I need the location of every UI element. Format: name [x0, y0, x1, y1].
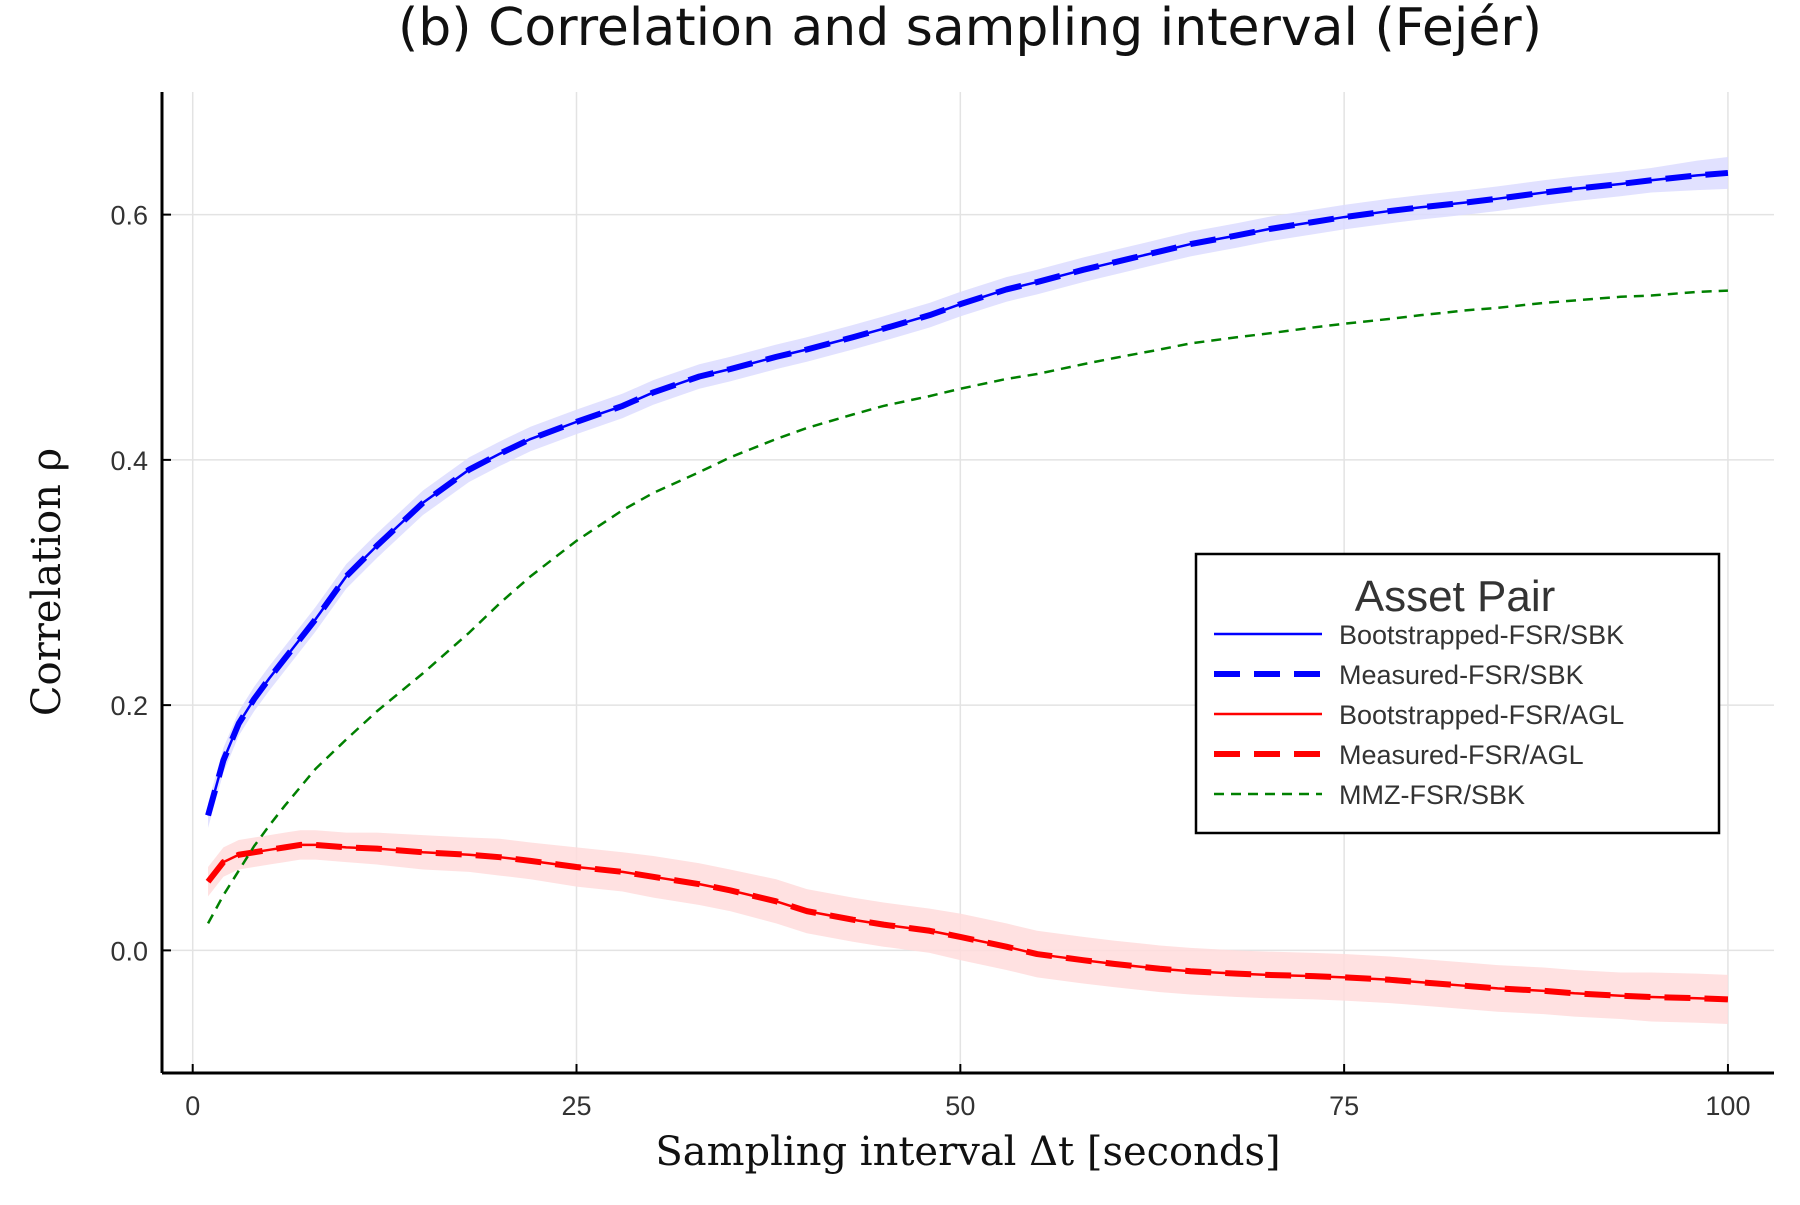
legend-entry-1: Measured-FSR/SBK [1339, 660, 1584, 690]
y-ticks: 0.0 0.2 0.4 0.6 [110, 201, 171, 966]
series-lines [205, 169, 1729, 1003]
y-axis-label: Correlation ρ [24, 448, 70, 716]
y-tick-label-2: 0.4 [110, 446, 148, 476]
x-ticks: 0 25 50 75 100 [185, 1064, 1750, 1121]
series-line-4 [206, 289, 1728, 924]
legend-entries: Bootstrapped-FSR/SBK Measured-FSR/SBK Boot… [1214, 620, 1624, 810]
y-tick-label-3: 0.6 [110, 201, 148, 231]
x-tick-label-2: 50 [945, 1091, 975, 1121]
x-tick-label-3: 75 [1329, 1091, 1359, 1121]
series-line-3 [205, 841, 1729, 1003]
x-tick-label-4: 100 [1705, 1091, 1750, 1121]
legend-title: Asset Pair [1355, 572, 1556, 621]
chart-title: (b) Correlation and sampling interval (F… [398, 0, 1542, 58]
x-tick-label-0: 0 [185, 1091, 200, 1121]
legend-entry-0: Bootstrapped-FSR/SBK [1339, 620, 1624, 650]
legend: Asset Pair Bootstrapped-FSR/SBK Measured-… [1194, 552, 1721, 835]
axes [160, 92, 1774, 1075]
x-tick-label-1: 25 [561, 1091, 591, 1121]
legend-box [1194, 552, 1721, 835]
legend-entry-4: MMZ-FSR/SBK [1339, 780, 1525, 810]
legend-entry-2: Bootstrapped-FSR/AGL [1339, 700, 1624, 730]
y-tick-label-1: 0.2 [110, 691, 148, 721]
legend-entry-3: Measured-FSR/AGL [1339, 740, 1584, 770]
series-line-1 [205, 169, 1729, 817]
x-axis-label: Sampling interval Δt [seconds] [655, 1129, 1280, 1175]
band-0 [208, 156, 1728, 828]
y-tick-label-0: 0.0 [110, 936, 148, 966]
